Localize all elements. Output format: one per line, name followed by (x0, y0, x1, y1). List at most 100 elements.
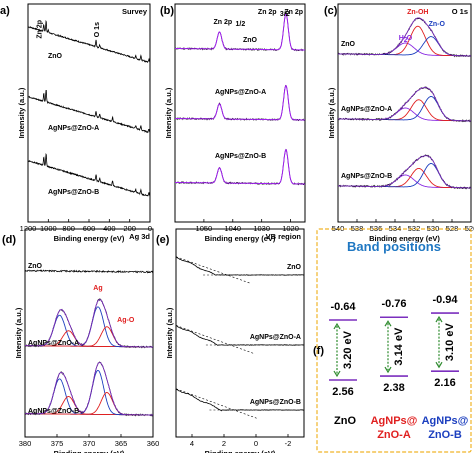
cb-value: -0.94 (432, 294, 458, 306)
x-axis-title: Binding energy (eV) (369, 234, 440, 243)
y-axis-title: Intensity (a.u.) (327, 87, 336, 138)
sample-label: ZnO (28, 263, 43, 270)
zn2p-raw (174, 12, 306, 52)
vb-value: 2.38 (383, 382, 404, 394)
o1s-envelope (338, 155, 471, 189)
corner-label: VB region (266, 232, 302, 241)
panel-label-b: (b) (160, 5, 174, 17)
vb-value: 2.56 (332, 386, 353, 398)
x-tick-label: -2 (285, 439, 292, 448)
sample-label: AgNPs@ZnO-B (250, 399, 301, 406)
zn2p-fit (175, 84, 305, 121)
o1s-envelope (338, 17, 471, 57)
gap-arrow-head-down (384, 366, 392, 374)
x-axis-title: Binding energy (eV) (205, 234, 276, 243)
panel-e-frame (175, 228, 305, 438)
panel-c-frame (337, 3, 472, 223)
y-axis-title: Intensity (a.u.) (14, 307, 23, 358)
h2o-annotation-sub: 2 (404, 37, 408, 44)
panel-b-frame (174, 3, 306, 223)
ag3d-raw (24, 269, 154, 274)
y-axis-title: Intensity (a.u.) (165, 307, 174, 358)
panel-e: 4 2 0 -2 Binding energy (eV) Intensity (a.u.)… (165, 228, 305, 453)
zn2p32-subscript: 3/2 (280, 11, 290, 18)
panel-c: 540538536534532530528526Binding energy (… (327, 3, 474, 243)
panel-d: 380 375 370 365 360 Binding energy (eV) Intens… (14, 228, 160, 453)
o1s-envelope (338, 87, 471, 122)
vb-spectrum (175, 256, 305, 276)
sample-label: ZnO (341, 41, 356, 48)
material-name: AgNPs@ (422, 415, 469, 427)
ag-annotation: Ag (93, 285, 102, 292)
panel-label-f: (f) (313, 345, 324, 357)
zn2p-annotation: Zn 2p (36, 20, 43, 39)
material-name: ZnO-A (377, 429, 411, 441)
panel-label-c: (c) (324, 5, 338, 17)
gap-arrow-head-up (435, 315, 443, 323)
x-axis-title: Binding energy (eV) (205, 449, 276, 453)
band-panel-border (316, 228, 472, 453)
gap-arrow-head-down (333, 370, 341, 378)
sample-label: AgNPs@ZnO-B (341, 173, 392, 180)
cb-value: -0.64 (330, 301, 356, 313)
corner-label: Survey (122, 7, 148, 16)
vb-extrapolation (175, 388, 257, 419)
band-gap-label: 3.10 eV (444, 323, 456, 362)
gap-arrow-head-up (384, 320, 392, 327)
x-tick-label: 365 (115, 439, 128, 448)
zn2p-fit (175, 12, 305, 51)
gap-arrow-head-down (435, 361, 443, 369)
zn-oh-annotation: Zn-OH (407, 9, 428, 16)
band-gap-label: 3.20 eV (342, 330, 354, 369)
x-tick-label: 2 (222, 439, 226, 448)
h2o-annotation-o: O (407, 35, 413, 42)
o1s-annotation: O 1s (94, 22, 101, 37)
corner-label: O 1s (452, 7, 468, 16)
sample-label: ZnO (287, 264, 302, 271)
sample-label: AgNPs@ZnO-A (250, 334, 301, 341)
material-name: ZnO-B (428, 429, 462, 441)
ag-o-annotation: Ag-O (117, 317, 135, 324)
corner-label: Ag 3d (129, 232, 150, 241)
ag3d-envelope (25, 361, 153, 416)
x-axis-title: Binding energy (eV) (54, 234, 125, 243)
zn-o-annotation: Zn-O (429, 21, 446, 28)
zn2p-corner-annotation: Zn 2p (284, 9, 303, 16)
sample-label: AgNPs@ZnO-A (215, 89, 266, 96)
x-axis-title: Binding energy (eV) (54, 449, 125, 453)
survey-spectrum (27, 90, 151, 134)
panel-f: Band positions -0.64 2.56 3.20 eV ZnO -0.76 2.… (316, 228, 472, 453)
material-name: ZnO (334, 415, 356, 427)
panel-label-a: a) (0, 5, 10, 17)
zn2p-fit (175, 148, 305, 185)
panel-label-d: (d) (2, 234, 16, 246)
x-tick-label: 380 (19, 439, 32, 448)
sample-label: AgNPs@ZnO-B (215, 153, 266, 160)
cb-value: -0.76 (381, 298, 406, 310)
sample-label: AgNPs@ZnO-B (48, 189, 99, 196)
sample-label: AgNPs@ZnO-B (28, 408, 79, 415)
sample-label: AgNPs@ZnO-A (28, 340, 79, 347)
y-axis-title: Intensity (a.u.) (17, 87, 26, 138)
x-tick-label: 532 (408, 224, 421, 233)
x-tick-label: 0 (254, 439, 258, 448)
sample-label: ZnO (48, 53, 63, 60)
zn2p32-annotation: Zn 2p (258, 9, 277, 16)
band-gap-label: 3.14 eV (393, 327, 405, 366)
y-axis-title: Intensity (a.u.) (164, 87, 173, 138)
zn2p12-annotation: Zn 2p (213, 19, 232, 26)
sample-label: ZnO (243, 37, 258, 44)
x-tick-label: 360 (147, 439, 160, 448)
x-tick-label: 4 (190, 439, 194, 448)
sample-label: AgNPs@ZnO-A (341, 106, 392, 113)
survey-spectrum (27, 153, 151, 197)
zn2p12-subscript: 1/2 (235, 21, 245, 28)
panel-label-e: (e) (156, 234, 170, 246)
vb-value: 2.16 (434, 377, 455, 389)
sample-label: AgNPs@ZnO-A (48, 125, 99, 132)
band-positions-title: Band positions (347, 239, 441, 254)
ag3d-envelope (25, 299, 153, 348)
vb-extrapolation (175, 256, 251, 284)
